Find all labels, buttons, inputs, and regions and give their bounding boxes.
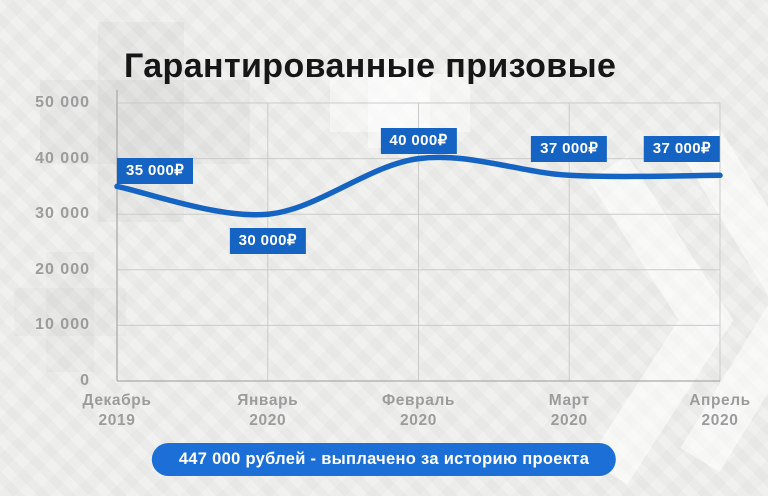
x-tick-year: 2019 (98, 412, 136, 430)
y-tick-label: 0 (80, 372, 90, 389)
line-chart: 50 000 40 000 30 000 20 000 10 000 0 Декабрь 2… (35, 90, 750, 429)
x-tick-label: Февраль 2020 (382, 391, 455, 431)
y-tick-label: 20 000 (35, 260, 90, 278)
x-tick-label: Январь 2020 (237, 391, 298, 431)
x-tick-month: Декабрь (82, 392, 152, 409)
x-tick-year: 2020 (400, 412, 437, 430)
y-tick-label: 40 000 (35, 149, 90, 167)
x-tick-label: Апрель 2020 (689, 391, 751, 431)
x-tick-label: Декабрь 2019 (82, 391, 151, 431)
x-tick-month: Март (548, 392, 590, 409)
x-tick-label: Март 2020 (549, 391, 590, 431)
x-tick-month: Февраль (381, 392, 456, 409)
point-label: 30 000₽ (229, 228, 306, 255)
x-tick-year: 2020 (550, 412, 588, 430)
point-label: 37 000₽ (643, 136, 720, 163)
y-tick-label: 10 000 (35, 316, 90, 334)
point-label: 37 000₽ (531, 136, 608, 163)
page-title: Гарантированные призовые (124, 46, 617, 85)
x-tick-month: Январь (237, 392, 299, 409)
x-tick-year: 2020 (249, 412, 287, 430)
point-label: 35 000₽ (117, 158, 194, 185)
x-tick-year: 2020 (701, 412, 739, 430)
x-tick-month: Апрель (689, 392, 751, 409)
y-tick-label: 50 000 (35, 94, 90, 111)
point-label: 40 000₽ (380, 127, 457, 154)
y-tick-label: 30 000 (35, 205, 90, 223)
total-payout-badge: 447 000 рублей - выплачено за историю пр… (151, 443, 617, 476)
